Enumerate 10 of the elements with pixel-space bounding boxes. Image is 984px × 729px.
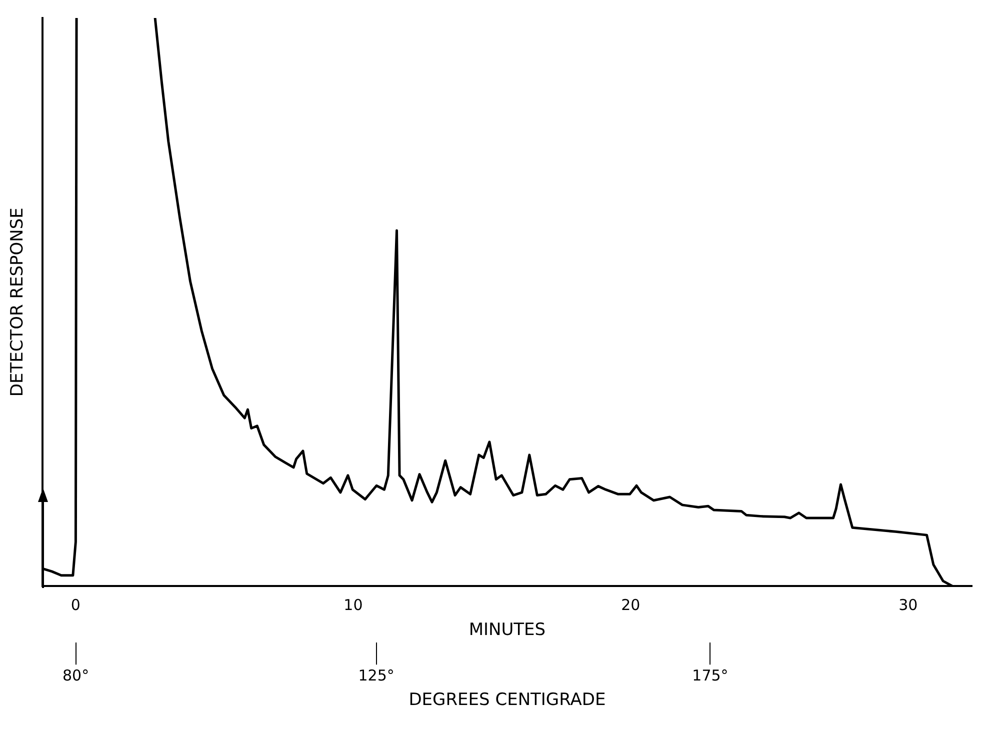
x2-tick-label: 125° [358,666,394,684]
x-tick-label: 30 [898,596,918,614]
x-tick-label: 20 [621,596,640,614]
x2-tick-label: 80° [62,666,90,684]
x2-tick-label: 175° [692,666,728,684]
x-tick-label: 0 [70,596,80,614]
x-axis-title: MINUTES [468,620,546,640]
x-tick-label: 10 [344,596,363,614]
y-axis-title: DETECTOR RESPONSE [8,208,28,397]
x2-axis-title: DEGREES CENTIGRADE [408,690,606,710]
